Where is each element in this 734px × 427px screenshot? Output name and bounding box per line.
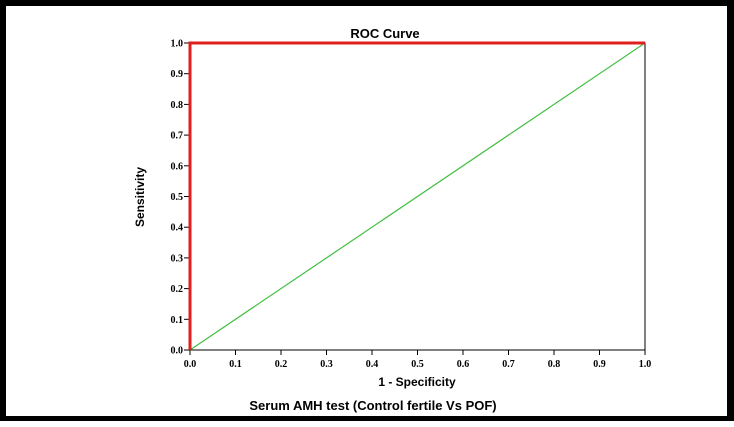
x-tick-label: 0.0	[184, 359, 197, 370]
x-tick-label: 0.2	[275, 359, 288, 370]
y-tick-label: 0.8	[171, 100, 184, 111]
series-layer	[188, 41, 646, 351]
y-tick-label: 0.2	[171, 284, 184, 295]
y-tick-label: 0.0	[171, 346, 184, 357]
x-tick-label: 0.9	[593, 359, 606, 370]
y-tick-label: 0.9	[171, 69, 184, 80]
chart-title: ROC Curve	[350, 26, 419, 41]
x-axis-label: 1 - Specificity	[378, 375, 456, 389]
y-tick-label: 0.3	[171, 253, 184, 264]
chart-caption: Serum AMH test (Control fertile Vs POF)	[249, 398, 497, 413]
x-tick-label: 1.0	[639, 359, 652, 370]
y-tick-label: 0.5	[171, 192, 184, 203]
x-tick-label: 0.8	[548, 359, 561, 370]
y-axis: 0.0 0.1 0.2 0.3 0.4 0.5 0.6 0.7 0.8 0.9 1.0	[171, 39, 190, 357]
x-tick-label: 0.7	[502, 359, 515, 370]
roc-curve	[188, 41, 645, 350]
x-tick-label: 0.5	[411, 359, 424, 370]
x-axis: 0.0 0.1 0.2 0.3 0.4 0.5 0.6 0.7 0.8 0.9 1.0	[184, 350, 652, 370]
x-tick-label: 0.4	[366, 359, 379, 370]
y-axis-label: Sensitivity	[133, 167, 147, 227]
x-tick-label: 0.6	[457, 359, 470, 370]
y-tick-label: 1.0	[171, 39, 184, 50]
y-tick-label: 0.7	[171, 131, 184, 142]
y-tick-label: 0.4	[171, 223, 184, 234]
x-tick-label: 0.1	[229, 359, 242, 370]
roc-chart: ROC Curve 0.0 0.1 0.2 0.3 0.4 0.5 0.6 0.7 0.8 0.9…	[133, 26, 652, 389]
x-tick-label: 0.3	[320, 359, 333, 370]
reference-line	[189, 42, 646, 351]
y-tick-label: 0.1	[171, 315, 184, 326]
y-tick-label: 0.6	[171, 161, 184, 172]
